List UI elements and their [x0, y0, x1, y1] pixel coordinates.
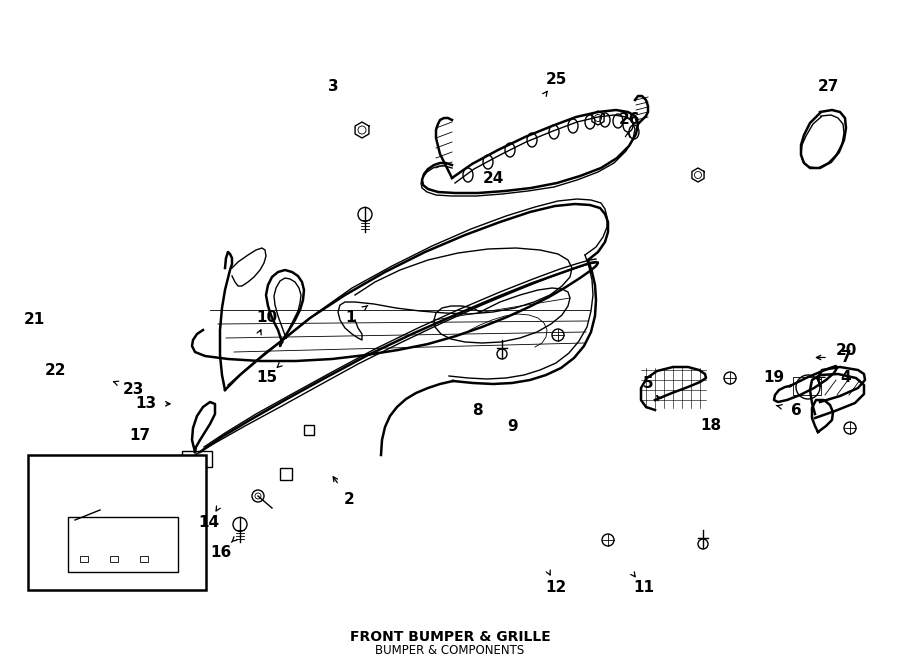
Text: 22: 22 [45, 363, 67, 378]
Text: 4: 4 [841, 370, 851, 385]
Text: 12: 12 [545, 581, 567, 595]
Text: 9: 9 [508, 420, 518, 434]
Text: 26: 26 [619, 112, 641, 126]
Text: 6: 6 [791, 403, 802, 418]
Text: 14: 14 [198, 516, 220, 530]
Text: 3: 3 [328, 79, 338, 93]
Text: 23: 23 [122, 382, 144, 397]
Text: 7: 7 [841, 350, 851, 365]
Text: 20: 20 [835, 344, 857, 358]
Text: BUMPER & COMPONENTS: BUMPER & COMPONENTS [375, 644, 525, 657]
Text: 8: 8 [472, 403, 482, 418]
Text: 5: 5 [643, 377, 653, 391]
Text: FRONT BUMPER & GRILLE: FRONT BUMPER & GRILLE [349, 630, 551, 644]
Text: 24: 24 [482, 171, 504, 186]
Text: 2: 2 [344, 493, 355, 507]
Text: 25: 25 [545, 72, 567, 87]
Text: 27: 27 [817, 79, 839, 93]
FancyBboxPatch shape [28, 455, 206, 590]
Text: 17: 17 [129, 428, 150, 443]
Text: 19: 19 [763, 370, 785, 385]
Text: 1: 1 [346, 310, 356, 325]
Text: 13: 13 [135, 397, 157, 411]
Text: 21: 21 [23, 312, 45, 326]
Text: 15: 15 [256, 370, 277, 385]
Text: 16: 16 [210, 545, 231, 560]
Text: 10: 10 [256, 310, 277, 325]
Text: 18: 18 [700, 418, 722, 432]
Text: 11: 11 [633, 581, 654, 595]
